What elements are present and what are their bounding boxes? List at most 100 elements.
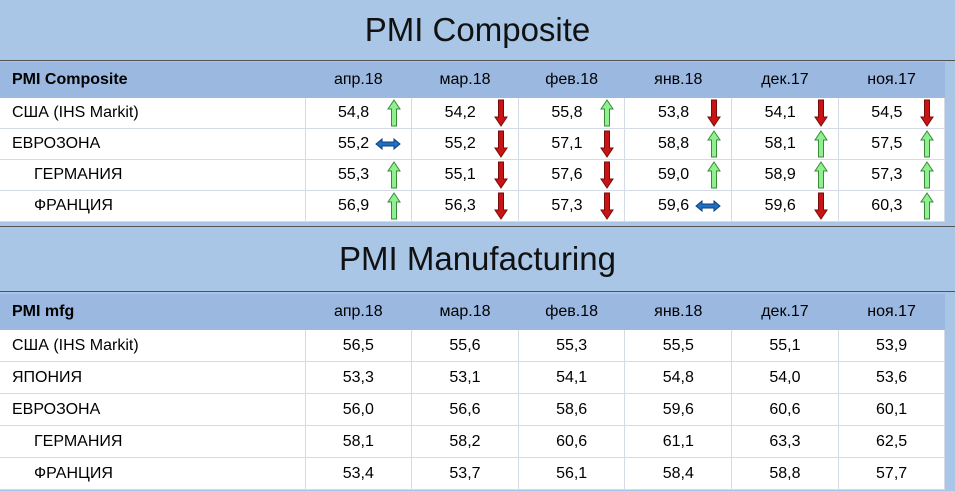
value-cell: 58,6	[518, 393, 626, 426]
row-label: ЕВРОЗОНА	[0, 393, 306, 426]
row-label: ФРАНЦИЯ	[0, 190, 306, 222]
value-cell: 60,3	[838, 190, 946, 222]
value-cell: 62,5	[838, 425, 946, 458]
value-text: 59,6	[657, 197, 690, 214]
arrow-up-icon	[707, 161, 722, 189]
arrow-down-icon	[707, 99, 722, 127]
value-cell: 61,1	[624, 425, 733, 458]
value-cell: 55,6	[411, 330, 519, 362]
value-text: 57,6	[551, 166, 583, 183]
arrow-down-icon	[493, 192, 508, 220]
value-cell: 58,8	[731, 457, 839, 490]
row-label: ФРАНЦИЯ	[0, 457, 306, 490]
value-cell: 54,1	[731, 98, 839, 129]
column-header: ноя.17	[838, 294, 945, 330]
value-cell: 57,3	[518, 190, 626, 222]
manufacturing-table: PMI mfg апр.18 мар.18 фев.18 янв.18 дек.17 ноя…	[0, 294, 946, 490]
column-header: дек.17	[731, 294, 839, 330]
value-text: 59,6	[764, 197, 796, 214]
value-cell: 56,1	[518, 457, 626, 490]
column-header: дек.17	[731, 62, 839, 98]
value-text: 54,8	[338, 104, 370, 121]
arrow-up-icon	[600, 99, 615, 127]
value-cell: 57,7	[838, 457, 946, 490]
value-cell: 55,2	[305, 128, 413, 160]
value-cell: 57,3	[838, 159, 946, 191]
row-label: ГЕРМАНИЯ	[0, 159, 306, 191]
value-cell: 55,5	[624, 330, 733, 362]
arrow-up-icon	[813, 130, 828, 158]
value-text: 55,3	[338, 166, 370, 183]
value-cell: 53,3	[305, 361, 413, 394]
column-header: апр.18	[305, 62, 412, 98]
arrow-left-right-icon	[375, 138, 401, 150]
arrow-down-icon	[493, 99, 508, 127]
column-header: фев.18	[518, 294, 625, 330]
value-cell: 55,8	[518, 98, 626, 129]
value-cell: 55,1	[731, 330, 839, 362]
arrow-up-icon	[920, 192, 935, 220]
table-edge	[945, 62, 955, 225]
value-text: 54,1	[764, 104, 796, 121]
value-text: 59,0	[657, 166, 690, 183]
column-header: ноя.17	[838, 62, 945, 98]
row-label: США (IHS Markit)	[0, 330, 306, 362]
value-cell: 54,2	[411, 98, 519, 129]
value-cell: 58,2	[411, 425, 519, 458]
value-cell: 59,6	[624, 190, 733, 222]
value-cell: 54,0	[731, 361, 839, 394]
arrow-up-icon	[387, 99, 402, 127]
arrow-up-icon	[920, 161, 935, 189]
value-cell: 58,9	[731, 159, 839, 191]
value-cell: 54,1	[518, 361, 626, 394]
column-header: мар.18	[411, 294, 519, 330]
arrow-up-icon	[387, 161, 402, 189]
value-cell: 53,8	[624, 98, 733, 129]
arrow-down-icon	[600, 192, 615, 220]
value-text: 55,8	[551, 104, 583, 121]
column-header: апр.18	[305, 294, 412, 330]
arrow-up-icon	[387, 192, 402, 220]
manufacturing-title: PMI Manufacturing	[0, 227, 955, 291]
row-label: ГЕРМАНИЯ	[0, 425, 306, 458]
value-text: 54,5	[871, 104, 903, 121]
value-text: 60,3	[871, 197, 903, 214]
value-cell: 56,5	[305, 330, 413, 362]
value-text: 58,1	[764, 135, 796, 152]
column-header: янв.18	[624, 62, 732, 98]
table-row: ЕВРОЗОНА 55,2 55,2 57,1 58,8 58,1 57,5	[0, 128, 946, 160]
value-cell: 56,3	[411, 190, 519, 222]
arrow-down-icon	[600, 130, 615, 158]
value-cell: 59,0	[624, 159, 733, 191]
header-label: PMI Composite	[0, 62, 305, 98]
value-cell: 60,6	[731, 393, 839, 426]
value-cell: 53,7	[411, 457, 519, 490]
value-cell: 55,1	[411, 159, 519, 191]
value-text: 54,2	[444, 104, 476, 121]
row-label: ЯПОНИЯ	[0, 361, 306, 394]
value-cell: 56,9	[305, 190, 413, 222]
table-row: ГЕРМАНИЯ 58,1 58,2 60,6 61,1 63,3 62,5	[0, 425, 946, 458]
value-cell: 54,8	[624, 361, 733, 394]
value-text: 57,5	[871, 135, 903, 152]
column-header: янв.18	[624, 294, 732, 330]
table-row: ГЕРМАНИЯ 55,3 55,1 57,6 59,0 58,9 57,3	[0, 159, 946, 191]
arrow-up-icon	[813, 161, 828, 189]
arrow-down-icon	[493, 161, 508, 189]
value-text: 55,2	[338, 135, 370, 152]
table-header-row: PMI mfg апр.18 мар.18 фев.18 янв.18 дек.17 ноя…	[0, 294, 945, 330]
table-row: США (IHS Markit) 56,5 55,6 55,3 55,5 55,1 53,9	[0, 330, 946, 362]
row-label: США (IHS Markit)	[0, 98, 306, 129]
value-cell: 60,6	[518, 425, 626, 458]
value-text: 56,3	[444, 197, 476, 214]
arrow-left-right-icon	[695, 200, 721, 212]
value-cell: 60,1	[838, 393, 946, 426]
value-text: 57,3	[871, 166, 903, 183]
value-cell: 63,3	[731, 425, 839, 458]
divider	[0, 226, 955, 227]
table-row: ФРАНЦИЯ 56,9 56,3 57,3 59,6 59,6 60,3	[0, 190, 946, 222]
header-label: PMI mfg	[0, 294, 305, 330]
value-cell: 53,9	[838, 330, 946, 362]
divider	[0, 291, 955, 292]
value-cell: 58,1	[305, 425, 413, 458]
